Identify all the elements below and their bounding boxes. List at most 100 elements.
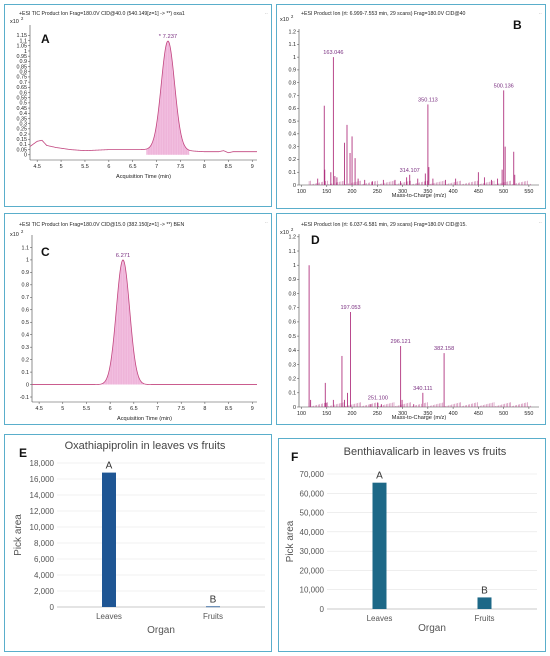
y-tick-label: 0 — [320, 605, 325, 614]
spectrum-header: +ESI Product Ion (rt: 6.037-6.581 min, 2… — [301, 222, 467, 228]
x-tick-label: 6.5 — [129, 164, 137, 170]
y-tick-label: 10,000 — [30, 523, 55, 532]
y-tick-label: 4,000 — [34, 571, 55, 580]
spectrum-header: +ESI TIC Product Ion Frag=180.0V CID@15.… — [19, 222, 184, 228]
chart-d-svg: +ESI Product Ion (rt: 6.037-6.581 min, 2… — [280, 219, 542, 421]
y-tick-label: 0.4 — [20, 111, 28, 117]
y-tick-label: 16,000 — [30, 475, 55, 484]
y-tick-label: 0.85 — [17, 64, 28, 70]
y-tick-label: 0.1 — [20, 142, 28, 148]
panel-a: +ESI TIC Product Ion Frag=180.0V CID@40.… — [4, 4, 272, 207]
panel-f: Benthiavalicarb in leaves vs fruits F 0 10,… — [278, 438, 546, 652]
y-tick-label: 0.65 — [17, 85, 28, 91]
y-tick-label: 0 — [293, 405, 296, 411]
y-tick-label: 0.5 — [289, 334, 297, 340]
y-tick-label: 0.7 — [289, 93, 297, 99]
y-tick-label: 0.6 — [289, 106, 297, 112]
y-tick-label: 0.2 — [20, 132, 28, 138]
y-tick-label: 1 — [293, 55, 296, 61]
x-tick-label: 350 — [423, 189, 432, 195]
y-multiplier-label: x10 — [10, 19, 19, 25]
y-tick-label: 40,000 — [300, 528, 325, 537]
y-tick-label: 0.9 — [20, 59, 28, 65]
x-tick-label: 8.5 — [225, 164, 233, 170]
bar — [102, 472, 116, 607]
x-tick-label: 4.5 — [33, 164, 41, 170]
x-tick-label: Leaves — [96, 612, 122, 621]
panel-b: +ESI Product Ion (rt: 6.999-7.553 min, 2… — [276, 4, 546, 209]
spectrum-header: +ESI TIC Product Ion Frag=180.0V CID@40.… — [19, 11, 185, 17]
y-tick-label: 0.4 — [22, 333, 30, 339]
x-tick-label: Fruits — [203, 612, 223, 621]
y-tick-label: 1 — [24, 49, 27, 55]
peak-label: 6.271 — [116, 253, 131, 259]
y-tick-label: 0.8 — [20, 70, 28, 76]
x-tick-label: 450 — [474, 411, 483, 417]
x-tick-label: 5 — [61, 406, 64, 412]
y-tick-label: 1 — [293, 263, 296, 269]
x-tick-label: 7 — [155, 164, 158, 170]
panel-menu-glyph: .. — [539, 219, 542, 225]
x-tick-label: 550 — [524, 189, 533, 195]
y-tick-label: 0.9 — [289, 68, 297, 74]
panel-letter: A — [41, 32, 50, 46]
y-tick-label: 0.8 — [22, 283, 30, 289]
x-tick-label: 6.5 — [130, 406, 138, 412]
y-tick-label: 0.05 — [17, 147, 28, 153]
peak-label: 163.046 — [323, 50, 343, 56]
y-tick-label: 0.1 — [22, 370, 30, 376]
y-tick-label: 0.3 — [289, 144, 297, 150]
y-exponent-label: 2 — [21, 16, 24, 21]
significance-letter: B — [210, 594, 217, 605]
y-tick-label: 0.6 — [289, 320, 297, 326]
panel-menu-glyph: .. — [265, 10, 268, 16]
y-tick-label: 0.4 — [289, 132, 297, 138]
y-tick-label: 0.2 — [22, 357, 30, 363]
x-tick-label: 9 — [251, 406, 254, 412]
x-tick-label: 200 — [348, 189, 357, 195]
panel-d: +ESI Product Ion (rt: 6.037-6.581 min, 2… — [276, 213, 546, 425]
peak-label: 296.121 — [391, 339, 411, 345]
x-tick-label: 400 — [449, 411, 458, 417]
x-tick-label: 8 — [203, 164, 206, 170]
x-tick-label: 9 — [251, 164, 254, 170]
peak-label: 340.111 — [413, 386, 432, 392]
peak-label: 382.158 — [434, 346, 454, 352]
x-tick-label: 5.5 — [81, 164, 89, 170]
y-exponent-label: 2 — [291, 227, 294, 232]
y-tick-label: 18,000 — [30, 459, 55, 468]
chart-c-svg: +ESI TIC Product Ion Frag=180.0V CID@15.… — [10, 219, 268, 422]
significance-letter: A — [106, 461, 113, 472]
x-tick-label: 200 — [348, 411, 357, 417]
panel-c: +ESI TIC Product Ion Frag=180.0V CID@15.… — [4, 213, 272, 425]
panel-e: Oxathiapiprolin in leaves vs fruits E 0 2,0… — [4, 434, 272, 652]
x-tick-label: 400 — [449, 189, 458, 195]
x-tick-label: 250 — [373, 411, 382, 417]
y-tick-label: 0.35 — [17, 116, 28, 122]
x-tick-label: 350 — [423, 411, 432, 417]
y-tick-label: 70,000 — [300, 470, 325, 479]
y-tick-label: 0.1 — [289, 170, 297, 176]
y-axis-title: Pick area — [285, 520, 296, 562]
bar — [477, 597, 492, 609]
y-axis-title: Pick area — [13, 514, 24, 556]
chromatogram-trace — [32, 259, 257, 385]
peak-label: 314.107 — [400, 168, 420, 174]
x-axis-title: Organ — [147, 625, 175, 636]
x-tick-label: 7.5 — [177, 164, 185, 170]
y-tick-label: 0.5 — [22, 320, 30, 326]
y-multiplier-label: x10 — [10, 232, 19, 238]
peak-fill-area — [101, 259, 145, 385]
y-tick-label: 0.7 — [289, 306, 297, 312]
x-axis-title: Mass-to-Charge (m/z) — [392, 193, 447, 199]
spectrum-header: +ESI Product Ion (rt: 6.999-7.553 min, 2… — [301, 11, 466, 17]
y-tick-label: 0 — [50, 603, 55, 612]
y-tick-label: 0.8 — [289, 291, 297, 297]
y-tick-label: 6,000 — [34, 555, 55, 564]
x-tick-label: 4.5 — [35, 406, 43, 412]
y-tick-label: 14,000 — [30, 491, 55, 500]
x-tick-label: 150 — [322, 411, 331, 417]
peak-label: 197.053 — [340, 305, 360, 311]
chromatogram-trace — [29, 40, 257, 154]
x-tick-label: 5 — [60, 164, 63, 170]
